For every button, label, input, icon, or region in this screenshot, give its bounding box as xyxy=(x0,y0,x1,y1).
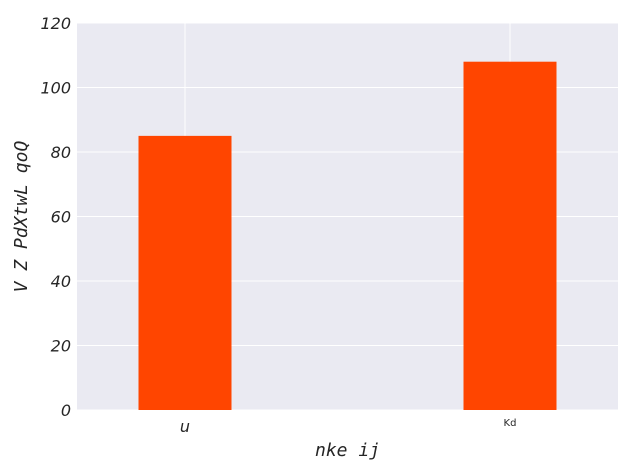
y-tick-label: 0 xyxy=(61,401,71,420)
bar-u xyxy=(138,135,232,410)
x-axis-ticks: u Kd xyxy=(180,417,517,436)
y-tick-label: 80 xyxy=(51,143,71,162)
y-axis-label: V Z PdXtwL qoQ xyxy=(11,140,32,292)
bars xyxy=(138,61,557,410)
x-tick-label: u xyxy=(180,417,190,436)
y-tick-label: 60 xyxy=(51,208,71,227)
bar-kd xyxy=(463,61,557,410)
x-axis-label: nke ij xyxy=(315,440,380,461)
y-tick-label: 120 xyxy=(40,14,71,33)
x-tick-label: Kd xyxy=(504,418,517,429)
y-tick-label: 20 xyxy=(51,337,71,356)
y-tick-label: 40 xyxy=(51,272,71,291)
y-tick-label: 100 xyxy=(40,79,71,98)
y-axis-ticks: 0 20 40 60 80 100 120 xyxy=(40,14,71,420)
